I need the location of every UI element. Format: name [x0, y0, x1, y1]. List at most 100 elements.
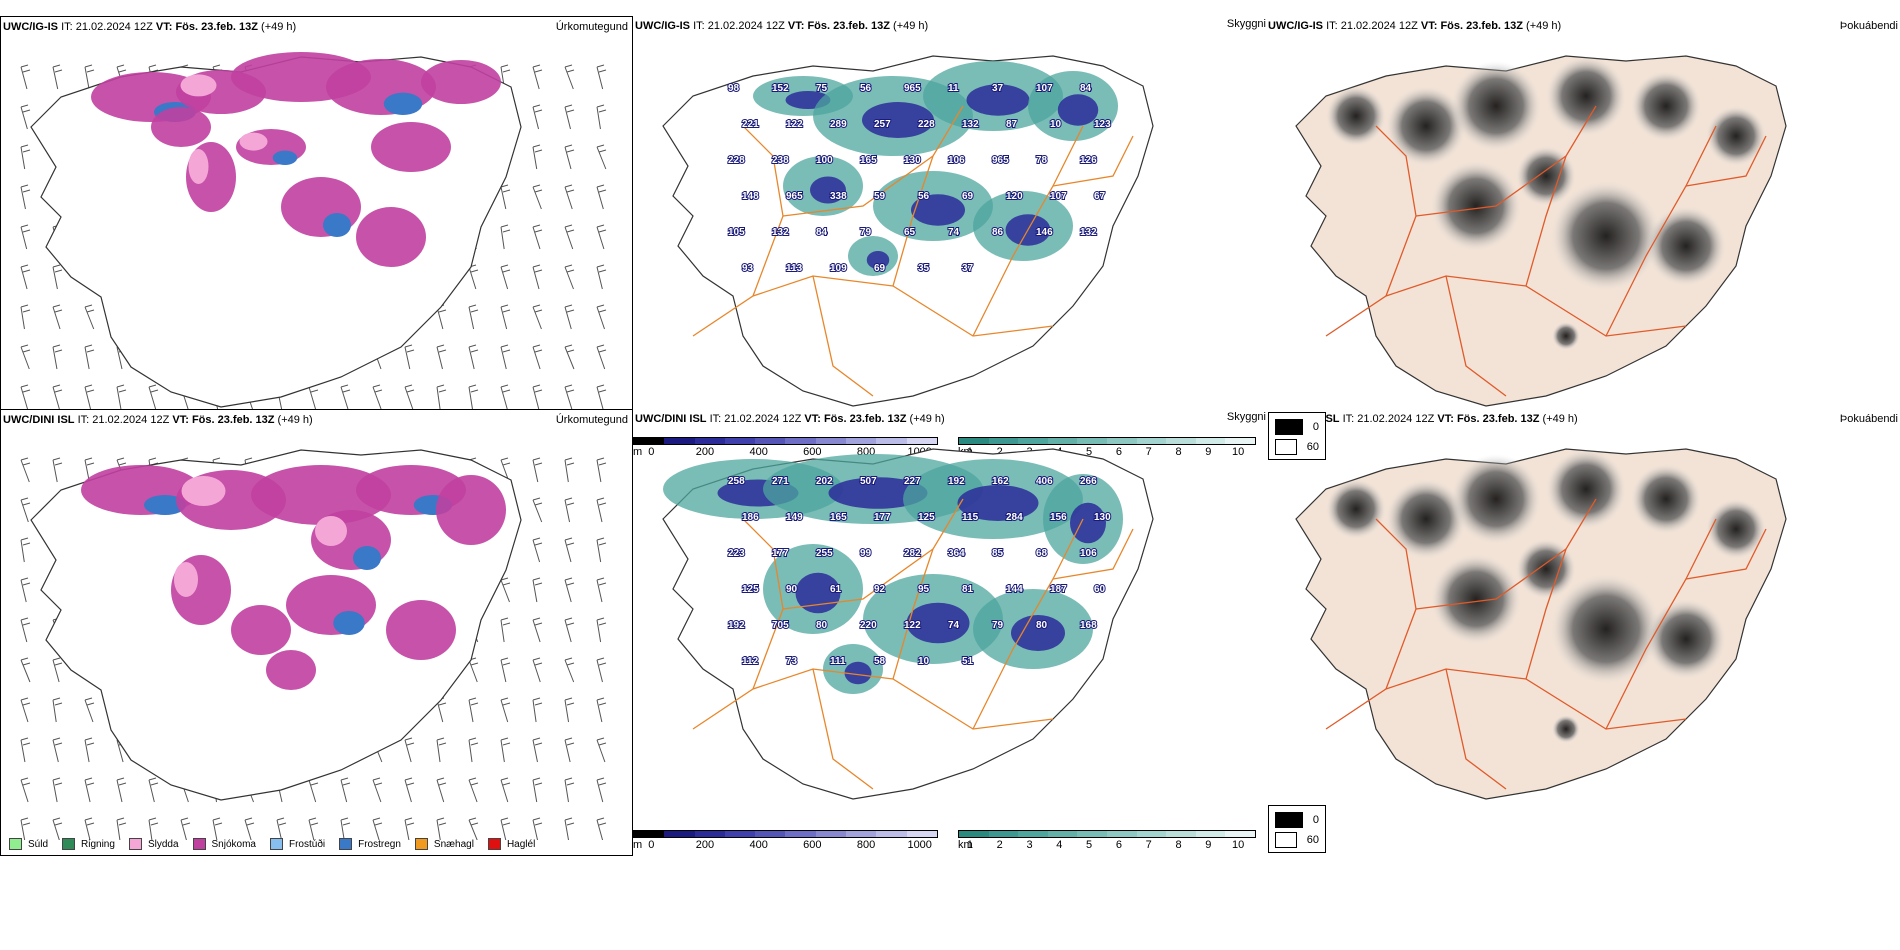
wind-barb — [52, 304, 63, 330]
wind-barb — [84, 817, 95, 840]
panel-title: Skyggni — [1226, 411, 1266, 423]
wind-barb — [20, 264, 31, 290]
scale-bar — [958, 437, 1256, 445]
scale-swatch — [988, 831, 1019, 837]
wind-barb — [148, 777, 159, 803]
wind-barb — [20, 304, 31, 330]
wind-barb — [500, 304, 511, 330]
legend-swatch — [192, 838, 206, 850]
fog-indicator-area — [1326, 86, 1386, 146]
visibility-value-label: 74 — [948, 227, 960, 238]
fog-indicator-area — [1326, 479, 1386, 539]
visibility-value-label: 202 — [816, 476, 833, 487]
wind-barb — [500, 737, 511, 763]
visibility-value-label: 37 — [962, 263, 974, 274]
visibility-value-label: 130 — [904, 155, 921, 166]
scale-tick-label: 0 — [648, 446, 655, 458]
visibility-value-label: 80 — [816, 620, 828, 631]
visibility-value-label: 78 — [1036, 155, 1048, 166]
visibility-value-label: 177 — [772, 548, 789, 559]
wind-barb — [532, 657, 543, 683]
visibility-value-label: 69 — [962, 191, 974, 202]
visibility-value-label: 56 — [860, 83, 872, 94]
wind-barb — [84, 64, 95, 90]
scale-tick-label: 9 — [1205, 446, 1212, 458]
wind-barb — [52, 697, 63, 723]
scale-bar — [633, 830, 938, 838]
visibility-value-label: 125 — [918, 512, 935, 523]
fog-legend-swatch — [1275, 439, 1297, 455]
wind-barb — [564, 577, 575, 603]
wind-barb — [596, 617, 607, 643]
wind-barb — [500, 697, 511, 723]
visibility-value-label: 85 — [992, 548, 1004, 559]
low-visibility-area — [957, 485, 1039, 521]
wind-barb — [340, 384, 351, 410]
visibility-value-label: 86 — [992, 227, 1004, 238]
forecast-row-0: UWC/IG-IS IT: 21.02.2024 12Z VT: Fös. 23… — [0, 0, 1900, 470]
header-vt-label: VT: — [787, 20, 805, 32]
wind-barb — [52, 737, 63, 763]
visibility-value-label: 59 — [874, 191, 886, 202]
panel-title: Úrkomutegund — [555, 21, 628, 33]
visibility-value-label: 10 — [918, 656, 930, 667]
snowfall-area — [251, 465, 391, 525]
visibility-value-label: 106 — [948, 155, 965, 166]
fog-indicator-area — [1431, 554, 1521, 644]
wind-barb — [180, 817, 191, 840]
wind-barb — [500, 657, 511, 683]
scale-swatch — [988, 438, 1019, 444]
scale-swatch — [1195, 438, 1226, 444]
road-line — [1685, 135, 1767, 187]
visibility-value-label: 271 — [772, 476, 789, 487]
scale-tick-label: 200 — [695, 839, 715, 851]
scale-swatch — [1166, 831, 1196, 837]
low-visibility-area — [828, 477, 928, 509]
wind-barb — [532, 344, 543, 370]
road-line — [1525, 498, 1597, 680]
visibility-value-label: 284 — [1006, 512, 1023, 523]
wind-barb — [564, 104, 575, 130]
snowfall-area — [436, 475, 506, 545]
visibility-value-label: 67 — [1094, 191, 1106, 202]
header-vt-value: Fös. 23.feb. 13Z — [1456, 413, 1540, 425]
fog-legend-label: 60 — [1306, 834, 1319, 846]
wind-barb — [212, 817, 223, 840]
wind-barb — [532, 617, 543, 643]
visibility-map: 98 152 75 56 965 11 37 107 84 221 122 289 257 228 132 8… — [662, 55, 1154, 407]
visibility-value-label: 125 — [742, 584, 759, 595]
header-model: UWC/IG-IS — [635, 20, 690, 32]
wind-barb — [404, 777, 415, 803]
wind-barb — [596, 697, 607, 723]
scale-swatch — [785, 831, 816, 837]
legend-swatch — [487, 838, 501, 850]
wind-barb — [52, 344, 63, 370]
road-line — [1052, 135, 1134, 187]
visibility-value-label: 99 — [860, 548, 872, 559]
fog-indicator-area — [1646, 599, 1726, 679]
wind-barb — [148, 817, 159, 840]
wind-barb — [532, 697, 543, 723]
fog-indicator-area — [1551, 181, 1661, 291]
visibility-value-label: 192 — [948, 476, 965, 487]
precip-legend: Súld Rigning Slydda Snjókoma Frostúði Frostre… — [9, 838, 549, 850]
wind-barb — [52, 457, 63, 483]
wind-barb — [596, 537, 607, 563]
fog-indicator-area — [1516, 146, 1576, 206]
sleet-area — [181, 476, 226, 506]
scale-tick-label: 8 — [1175, 446, 1182, 458]
panel-header: UWC/DINI ISL IT: 21.02.2024 12Z VT: Fös.… — [635, 413, 945, 425]
fog-indicator-area — [1516, 539, 1576, 599]
visibility-value-label: 107 — [1036, 83, 1053, 94]
road-line — [692, 668, 1054, 730]
visibility-value-label: 338 — [830, 191, 847, 202]
wind-barb — [116, 384, 127, 410]
fog-indicator-area — [1646, 206, 1726, 286]
scale-swatch — [724, 438, 756, 444]
fog-legend-row: 0 — [1275, 810, 1319, 830]
wind-barb — [596, 64, 607, 90]
legend-label: Súld — [28, 838, 49, 850]
road-line — [782, 155, 934, 217]
visibility-value-label: 95 — [918, 584, 930, 595]
wind-barb — [340, 777, 351, 803]
